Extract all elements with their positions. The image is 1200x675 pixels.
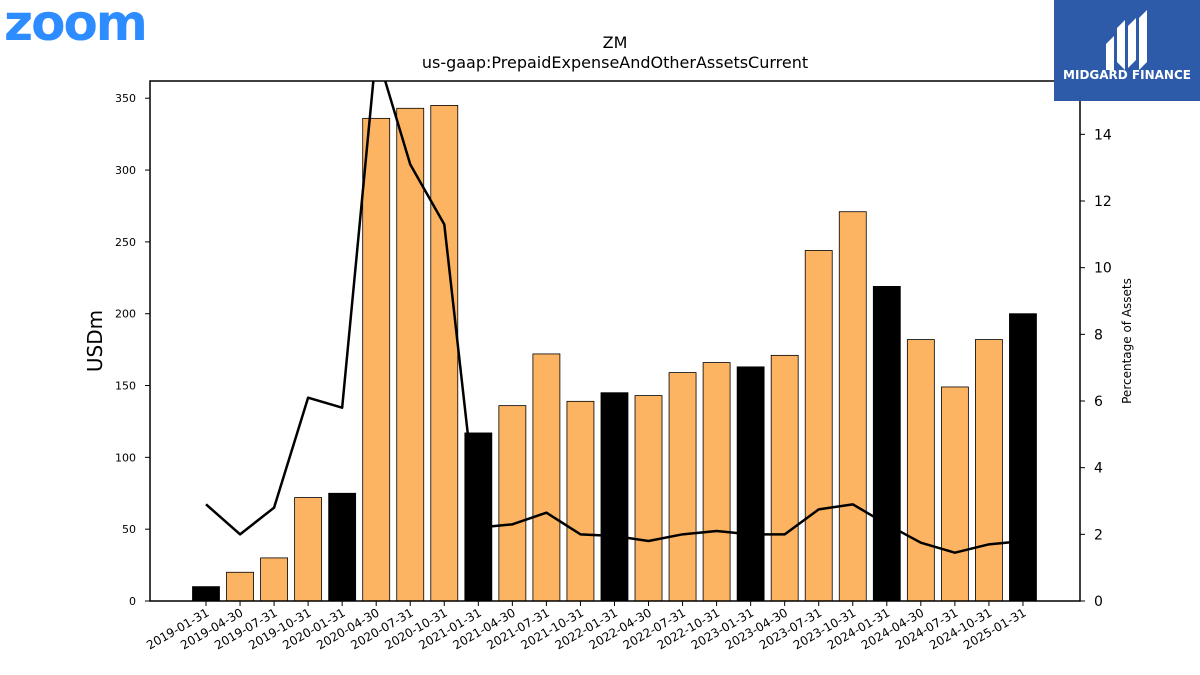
y-tick-label: 150: [115, 380, 136, 393]
bar: [940, 386, 969, 601]
bar: [906, 339, 935, 601]
y2-tick-label: 10: [1094, 261, 1112, 277]
chart-subtitle: us-gaap:PrepaidExpenseAndOtherAssetsCurr…: [422, 53, 808, 72]
chart-title: ZM: [603, 33, 628, 52]
bar: [600, 392, 629, 601]
y-tick-label: 250: [115, 236, 136, 249]
y2-tick-label: 12: [1094, 194, 1112, 210]
y-tick-label: 350: [115, 92, 136, 105]
bar: [1009, 313, 1037, 601]
bar: [975, 339, 1003, 601]
bar: [328, 492, 357, 601]
midgard-emblem-icon: [1106, 10, 1147, 70]
bar: [362, 117, 391, 601]
midgard-finance-logo: MIDGARD FINANCE: [1054, 0, 1200, 101]
bar: [838, 211, 867, 601]
bar: [532, 353, 561, 601]
y2-tick-label: 4: [1094, 461, 1103, 477]
bar: [668, 372, 697, 601]
y2-tick-label: 0: [1094, 594, 1103, 610]
y-tick-label: 100: [115, 451, 136, 464]
y-tick-label: 200: [115, 308, 136, 321]
bar: [260, 557, 288, 601]
bar: [294, 497, 323, 601]
y-tick-label: 50: [122, 523, 136, 536]
bar: [736, 366, 765, 601]
midgard-finance-text: MIDGARD FINANCE: [1063, 68, 1191, 82]
zoom-logo: zoom: [4, 0, 148, 52]
y2-tick-label: 8: [1094, 327, 1103, 343]
bar: [770, 354, 799, 601]
series-line: [205, 81, 1024, 554]
bar: [702, 362, 731, 601]
y-tick-label: 300: [115, 164, 136, 177]
bar: [226, 571, 254, 601]
bar: [634, 395, 663, 601]
bar: [396, 107, 425, 601]
y-tick-label: 0: [129, 595, 136, 608]
y2-tick-label: 6: [1094, 394, 1103, 410]
y2-tick-label: 2: [1094, 527, 1103, 543]
bar: [804, 250, 833, 601]
bar: [872, 286, 901, 601]
bar: [566, 400, 595, 601]
bar: [192, 586, 220, 601]
y-axis-label: USDm: [83, 310, 107, 372]
plot-frame: [149, 80, 1081, 602]
bar: [498, 405, 527, 601]
y2-tick-label: 14: [1094, 127, 1112, 143]
y2-axis-label: Percentage of Assets: [1120, 278, 1134, 404]
bar: [430, 105, 459, 601]
